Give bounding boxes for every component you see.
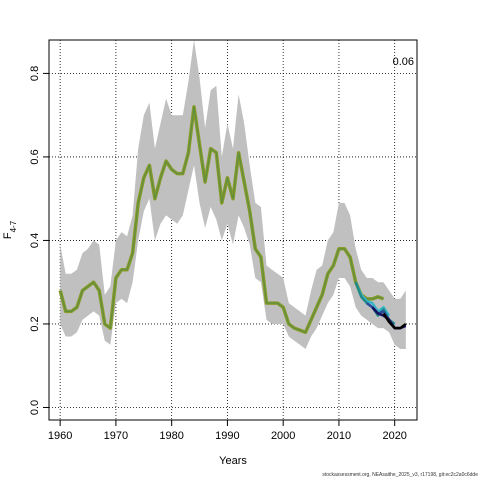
y-tick-label: 0.0 <box>29 400 41 415</box>
y-tick-label: 0.4 <box>29 233 41 248</box>
x-tick-label: 2000 <box>271 430 295 442</box>
y-tick-label: 0.8 <box>29 66 41 81</box>
plot-frame <box>48 39 418 421</box>
y-axis-title-subscript: 4-7 <box>9 220 18 232</box>
corner-value-label: 0.06 <box>393 56 414 68</box>
x-tick-label: 1970 <box>104 430 128 442</box>
series-layer <box>58 105 407 335</box>
x-tick-label: 2010 <box>327 430 351 442</box>
x-tick-label: 2020 <box>382 430 406 442</box>
x-tick-label: 1980 <box>159 430 183 442</box>
series-line-main <box>59 106 384 333</box>
y-axis-title: F4-7 <box>2 220 18 239</box>
footer-credit: stockassessment.org, NEAsaithe_2025_v3, … <box>322 472 478 478</box>
x-tick-label: 1960 <box>48 430 72 442</box>
x-axis-title: Years <box>219 455 247 467</box>
y-tick-label: 0.6 <box>29 149 41 164</box>
x-axis: 1960 1970 1980 1990 2000 2010 2020 <box>48 420 407 442</box>
y-tick-label: 0.2 <box>29 316 41 331</box>
y-axis-title-main: F <box>2 232 14 239</box>
x-tick-label: 1990 <box>215 430 239 442</box>
series-line-retro-black <box>382 312 407 330</box>
y-axis: 0.0 0.2 0.4 0.6 0.8 <box>29 66 49 415</box>
